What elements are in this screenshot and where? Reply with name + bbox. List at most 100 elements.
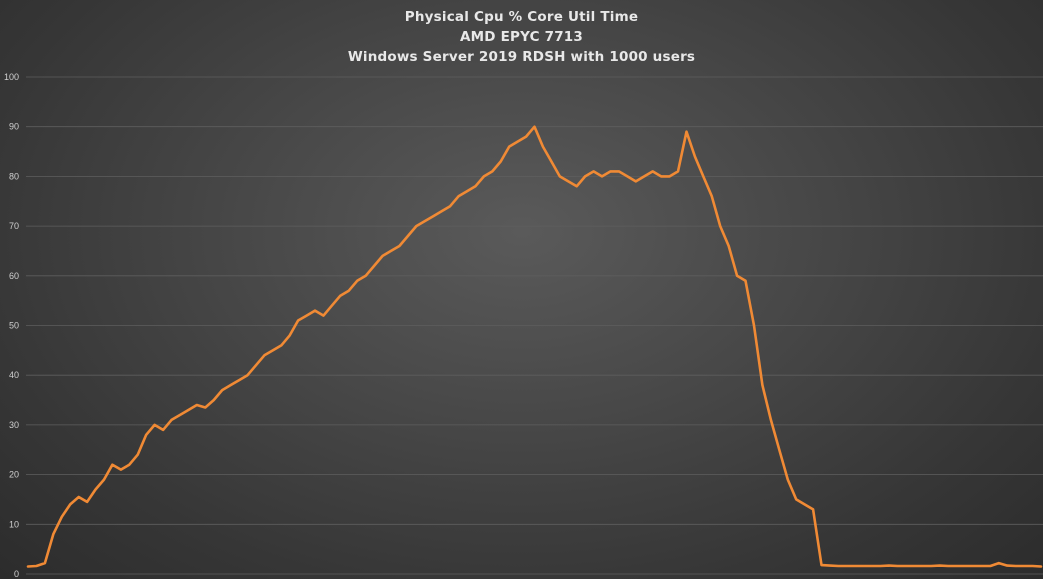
data-point xyxy=(550,160,553,163)
data-point xyxy=(668,175,671,178)
data-point xyxy=(727,245,730,247)
data-point xyxy=(35,565,38,567)
data-point xyxy=(837,565,840,567)
data-point xyxy=(27,565,29,568)
data-point xyxy=(685,130,688,133)
data-point xyxy=(238,379,240,382)
data-point xyxy=(381,255,384,257)
data-point xyxy=(972,565,975,567)
data-point xyxy=(407,235,409,237)
data-point xyxy=(871,565,873,567)
series-line-0 xyxy=(26,125,1043,568)
data-point xyxy=(677,170,679,173)
gridlines xyxy=(26,76,1043,575)
data-point xyxy=(86,501,88,503)
data-point xyxy=(719,225,721,227)
data-point xyxy=(829,564,831,567)
y-tick-label: 80 xyxy=(9,171,19,181)
data-point xyxy=(820,564,823,566)
y-tick-label: 100 xyxy=(4,72,19,82)
data-point xyxy=(398,245,401,247)
data-point xyxy=(702,175,705,178)
data-point xyxy=(305,314,308,317)
data-point xyxy=(440,210,443,212)
data-point xyxy=(483,175,485,178)
data-point xyxy=(44,562,46,564)
data-point xyxy=(77,496,80,498)
data-point xyxy=(373,265,375,267)
data-point xyxy=(128,463,131,466)
chart-title: Physical Cpu % Core Util Time xyxy=(404,9,639,25)
data-point xyxy=(660,175,662,178)
y-tick-label: 10 xyxy=(9,519,19,529)
data-point xyxy=(567,180,570,183)
data-point xyxy=(196,404,198,406)
data-point xyxy=(938,564,941,567)
data-point xyxy=(297,319,299,322)
data-point xyxy=(651,170,654,173)
data-point xyxy=(905,565,907,567)
data-point xyxy=(964,565,966,567)
data-point xyxy=(862,565,865,567)
data-point xyxy=(736,275,738,277)
data-point xyxy=(339,294,342,297)
data-point xyxy=(145,434,147,436)
data-point xyxy=(879,565,882,567)
data-point xyxy=(508,145,511,148)
y-tick-label: 50 xyxy=(9,321,19,331)
data-point xyxy=(854,565,857,567)
series-group xyxy=(26,125,1043,568)
data-point xyxy=(694,155,696,158)
data-point xyxy=(559,175,561,178)
data-point xyxy=(364,275,367,277)
data-point xyxy=(643,175,645,178)
data-point xyxy=(744,280,747,282)
data-point xyxy=(913,565,916,567)
data-point xyxy=(998,562,1000,564)
data-point xyxy=(981,565,983,567)
data-point xyxy=(516,140,519,143)
data-point xyxy=(753,324,755,327)
data-point xyxy=(111,463,114,466)
data-point xyxy=(542,145,544,148)
y-axis-ticks: 0 10 20 30 40 50 60 70 80 90 100 xyxy=(4,72,19,579)
data-point xyxy=(846,565,848,567)
data-point xyxy=(424,220,426,222)
data-point xyxy=(812,508,814,511)
data-point xyxy=(474,185,477,188)
data-point xyxy=(635,180,637,183)
chart-subtitle-2: Windows Server 2019 RDSH with 1000 users xyxy=(347,49,696,65)
data-point xyxy=(52,533,55,535)
data-point xyxy=(947,565,949,567)
data-point xyxy=(170,419,173,421)
data-point xyxy=(457,195,460,198)
data-point xyxy=(229,384,232,386)
y-tick-label: 40 xyxy=(9,370,19,380)
data-point xyxy=(626,175,629,178)
data-point xyxy=(331,304,333,307)
data-point xyxy=(272,349,274,352)
data-point xyxy=(609,170,612,173)
data-point xyxy=(204,406,207,409)
y-tick-label: 60 xyxy=(9,271,19,281)
data-point xyxy=(592,170,595,173)
data-point xyxy=(1023,565,1025,567)
data-point xyxy=(787,478,789,481)
data-point xyxy=(1014,565,1017,567)
data-point xyxy=(584,175,586,178)
data-point xyxy=(1006,564,1008,567)
data-point xyxy=(136,453,139,456)
data-point xyxy=(491,170,494,173)
data-point xyxy=(356,280,359,282)
data-point xyxy=(778,449,781,451)
data-point xyxy=(415,225,418,227)
data-point xyxy=(770,419,772,421)
data-point xyxy=(955,565,958,567)
data-point xyxy=(153,424,156,426)
chart-titles: Physical Cpu % Core Util Time AMD EPYC 7… xyxy=(0,7,1043,67)
data-point xyxy=(162,429,164,431)
data-point xyxy=(575,185,578,188)
data-point xyxy=(618,170,620,173)
y-tick-label: 70 xyxy=(9,221,19,231)
